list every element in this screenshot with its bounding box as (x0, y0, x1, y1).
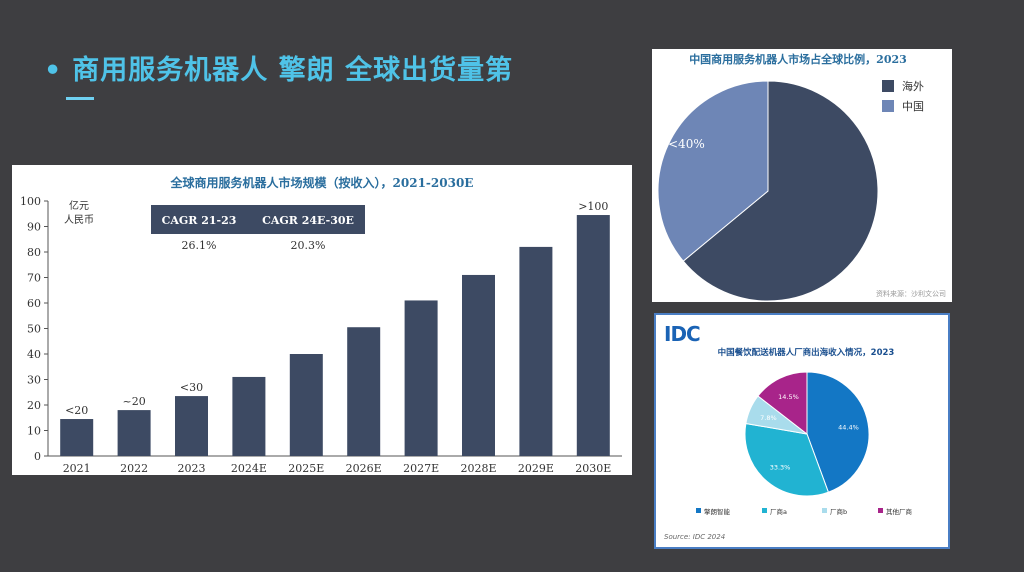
bar-chart-panel: 全球商用服务机器人市场规模（按收入），2021-2030E 亿元 人民币 CAG… (12, 165, 632, 475)
share-pie-panel: 中国商用服务机器人市场占全球比例，2023 海外中国 <40% 资料来源：沙利文… (652, 49, 952, 302)
idc-slice-label: 33.3% (770, 463, 791, 471)
bar (576, 215, 610, 456)
bar (404, 300, 438, 456)
bar (519, 246, 553, 456)
share-pie-slice (682, 80, 879, 302)
cagr-value-1: 26.1% (182, 239, 217, 252)
bar-chart-title: 全球商用服务机器人市场规模（按收入），2021-2030E (170, 175, 474, 190)
cagr-value-2: 20.3% (291, 239, 326, 252)
x-tick-label: 2023 (178, 462, 206, 475)
legend-swatch (822, 508, 827, 513)
slide-title: • 商用服务机器人 擎朗 全球出货量第 (44, 48, 513, 87)
share-pie-source: 资料来源：沙利文公司 (876, 289, 946, 298)
cagr-header-2: CAGR 24E-30E (262, 214, 354, 227)
bar (117, 410, 151, 456)
legend-label: 擎朗智能 (704, 507, 731, 516)
legend-swatch (696, 508, 701, 513)
legend-label: 中国 (902, 100, 924, 113)
idc-pie-slices: 44.4% 33.3% 7.8% 14.5% (744, 371, 870, 497)
x-tick-label: 2028E (460, 462, 496, 475)
x-tick-label: 2029E (518, 462, 554, 475)
bar (462, 274, 495, 456)
idc-pie-slice (806, 371, 870, 493)
idc-slice-label: 44.4% (838, 424, 859, 432)
x-tick-label: 2024E (231, 462, 267, 475)
x-tick-label: 2025E (288, 462, 324, 475)
y-tick-label: 10 (27, 425, 41, 438)
bar-data-label: >100 (578, 200, 608, 213)
idc-logo: IDC (664, 322, 700, 346)
y-tick-label: 90 (27, 221, 41, 234)
title-text: 商用服务机器人 擎朗 全球出货量第 (72, 55, 514, 86)
bar (289, 354, 323, 456)
y-tick-label: 50 (27, 323, 41, 336)
y-tick-label: 80 (27, 246, 41, 259)
bar-data-label: <20 (65, 404, 88, 417)
bar-marks: 2021 <20 2022 ~20 2023 <30 2024E 2025E 2026E 2027… (60, 200, 611, 475)
y-tick-label: 20 (27, 399, 41, 412)
y-tick-label: 60 (27, 297, 41, 310)
x-tick-label: 2022 (120, 462, 148, 475)
legend-label: 厂商a (770, 507, 787, 516)
bar-chart: 全球商用服务机器人市场规模（按收入），2021-2030E 亿元 人民币 CAG… (20, 175, 622, 475)
bar-data-label: <30 (180, 381, 203, 394)
bar-data-label: ~20 (122, 395, 145, 408)
idc-pie-slice (744, 422, 830, 497)
bar (175, 396, 208, 456)
idc-slice-label: 7.8% (760, 414, 777, 422)
idc-pie-title: 中国餐饮配送机器人厂商出海收入情况，2023 (718, 347, 895, 358)
idc-slice-label: 14.5% (778, 393, 799, 401)
y-tick-label: 0 (34, 450, 41, 463)
cagr-header-1: CAGR 21-23 (162, 214, 237, 227)
idc-pie-legend: 擎朗智能 厂商a 厂商b 其他厂商 (696, 507, 913, 516)
cagr-header-box (151, 205, 365, 234)
bar (232, 376, 266, 456)
y-tick-label: 30 (27, 374, 41, 387)
idc-pie-source: Source: IDC 2024 (664, 533, 725, 541)
bar-axes: 0 10 20 30 40 50 60 70 80 90 100 (20, 195, 622, 463)
share-pie-title: 中国商用服务机器人市场占全球比例，2023 (689, 52, 907, 66)
legend-label: 其他厂商 (886, 507, 913, 516)
share-pie-slices (657, 80, 879, 302)
x-tick-label: 2026E (346, 462, 382, 475)
idc-pie-slice (757, 371, 808, 436)
y-axis-label-line2: 人民币 (64, 214, 94, 226)
idc-pie-chart: IDC 中国餐饮配送机器人厂商出海收入情况，2023 44.4% 33.3% 7.8… (664, 322, 913, 541)
legend-swatch (878, 508, 883, 513)
idc-pie-panel: IDC 中国餐饮配送机器人厂商出海收入情况，2023 44.4% 33.3% 7.8… (654, 313, 950, 549)
share-pie-annotation: <40% (668, 137, 705, 151)
x-tick-label: 2021 (63, 462, 91, 475)
legend-swatch (882, 80, 894, 92)
share-pie-slice (657, 80, 769, 262)
y-tick-label: 40 (27, 348, 41, 361)
x-tick-label: 2027E (403, 462, 439, 475)
legend-label: 海外 (902, 79, 924, 93)
bar (347, 327, 381, 456)
legend-swatch (882, 100, 894, 112)
y-tick-label: 100 (20, 195, 41, 208)
bar (60, 419, 94, 456)
y-axis-label-line1: 亿元 (69, 199, 89, 212)
y-tick-label: 70 (27, 272, 41, 285)
title-underline (66, 97, 94, 100)
x-tick-label: 2030E (575, 462, 611, 475)
legend-swatch (762, 508, 767, 513)
legend-label: 厂商b (830, 507, 847, 516)
title-bullet: • (44, 55, 63, 86)
